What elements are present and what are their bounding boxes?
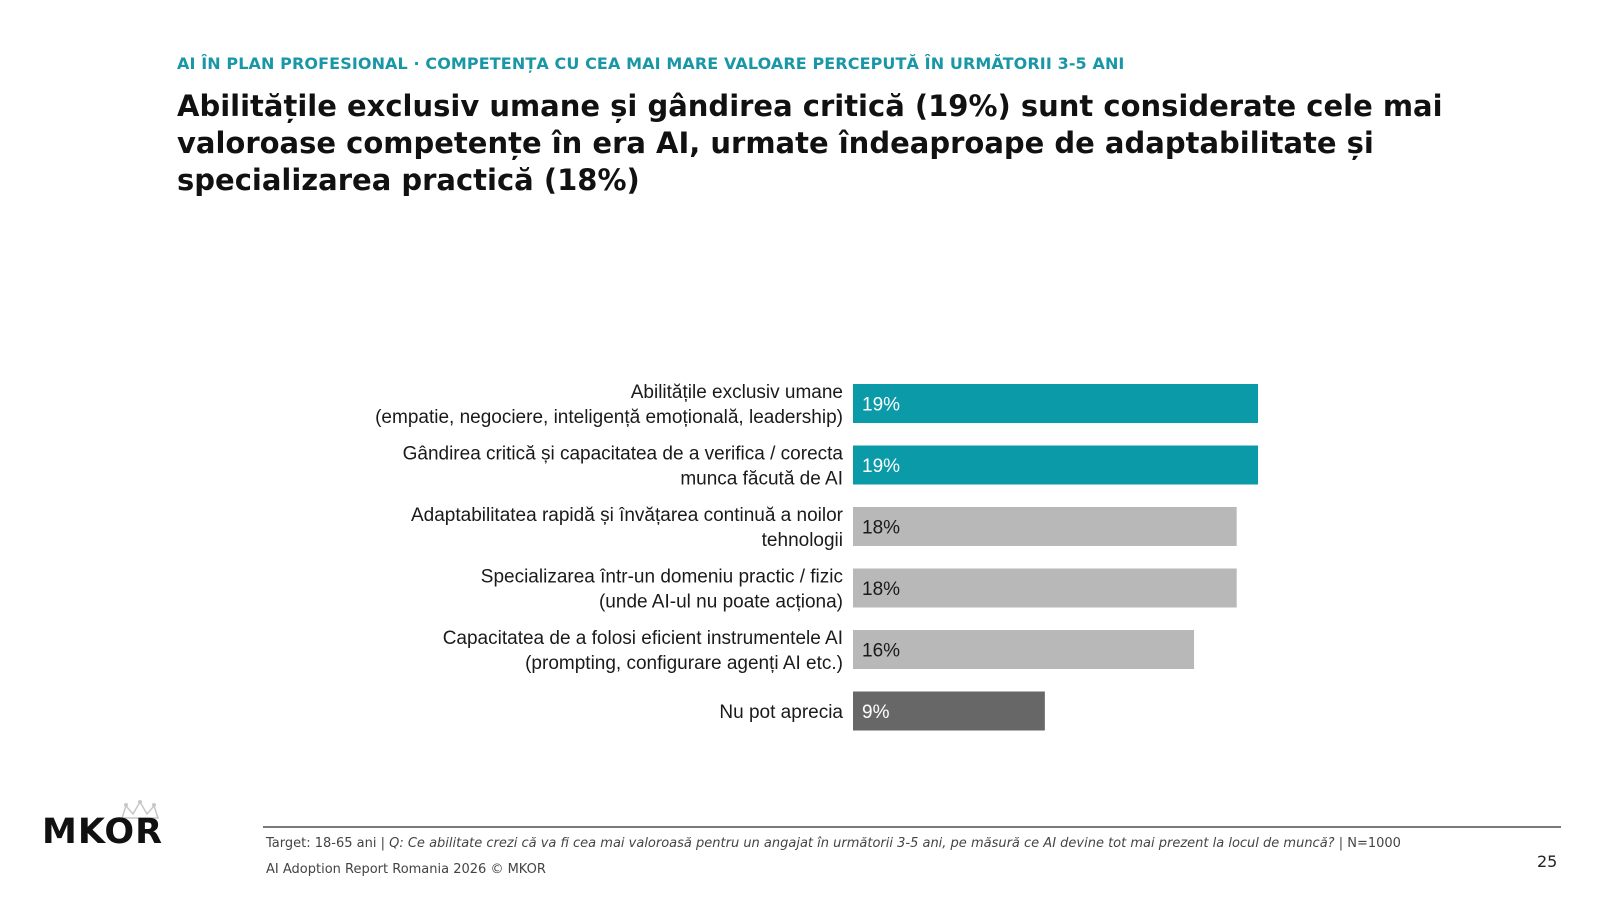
logo-wordmark: MKOR	[42, 812, 164, 852]
footnote: Target: 18-65 ani | Q: Ce abilitate crez…	[266, 836, 1401, 851]
category-label: Gândirea critică și capacitatea de a ver…	[403, 444, 844, 465]
bar	[853, 445, 1258, 485]
category-label: (unde AI-ul nu poate acționa)	[599, 592, 843, 613]
footnote-target: Target: 18-65 ani |	[266, 836, 390, 851]
bar-value-label: 18%	[862, 518, 900, 539]
category-label: Abilitățile exclusiv umane	[631, 382, 843, 403]
footer-divider	[263, 826, 1561, 828]
bar	[853, 630, 1195, 669]
copyright: AI Adoption Report Romania 2026 © MKOR	[266, 862, 546, 877]
mkor-logo: MKOR	[42, 800, 192, 862]
category-label: (prompting, configurare agenți AI etc.)	[525, 653, 843, 674]
crown-icon	[120, 800, 160, 819]
bar	[853, 568, 1237, 608]
bar-value-label: 18%	[862, 579, 900, 600]
category-label: tehnologii	[762, 530, 843, 551]
category-label: Capacitatea de a folosi eficient instrum…	[443, 628, 843, 649]
category-label: Specializarea într-un domeniu practic / …	[481, 567, 843, 588]
section-kicker: AI ÎN PLAN PROFESIONAL · COMPETENȚA CU C…	[177, 54, 1125, 73]
bar-value-label: 9%	[862, 702, 890, 723]
footnote-sample: | N=1000	[1334, 836, 1401, 851]
category-label: (empatie, negociere, inteligență emoțion…	[375, 407, 843, 428]
page-headline: Abilitățile exclusiv umane și gândirea c…	[177, 89, 1443, 197]
category-label: munca făcută de AI	[680, 469, 843, 490]
bar-value-label: 19%	[862, 456, 900, 477]
bar	[853, 691, 1045, 731]
category-label: Nu pot aprecia	[719, 702, 843, 723]
bar	[853, 507, 1237, 546]
bar-value-label: 16%	[862, 641, 900, 662]
footnote-question-prefix: Q:	[389, 836, 408, 851]
category-label: Adaptabilitatea rapidă și învățarea cont…	[411, 505, 844, 526]
bar-value-label: 19%	[862, 395, 900, 416]
bar-chart: 19% Abilitățile exclusiv umane (empatie, n…	[375, 382, 1258, 731]
bar	[853, 384, 1258, 423]
footnote-question: Ce abilitate crezi că va fi cea mai valo…	[407, 836, 1335, 851]
page-number: 25	[1537, 852, 1558, 871]
